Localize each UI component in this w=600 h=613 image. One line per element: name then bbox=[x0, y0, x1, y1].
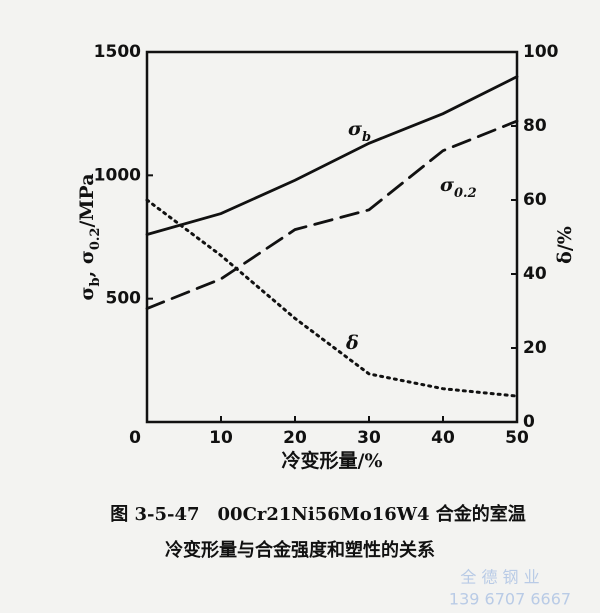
y-tick-label: 1500 bbox=[94, 42, 141, 62]
caption-line: 图 3-5-47 00Cr21Ni56Mo16W4 合金的室温 bbox=[110, 503, 526, 525]
series-label-part: δ bbox=[345, 332, 359, 354]
y2-tick-label: 100 bbox=[523, 42, 559, 62]
series-label-part: σ bbox=[440, 174, 455, 196]
y2-tick-label: 0 bbox=[523, 412, 535, 432]
caption-line: 冷变形量与合金强度和塑性的关系 bbox=[165, 539, 435, 561]
y-axis-label: σb, σ0.2/MPa bbox=[76, 173, 103, 300]
series-line bbox=[145, 119, 519, 310]
y-tick-label: 1000 bbox=[94, 165, 141, 185]
x-tick-label: 40 bbox=[431, 428, 455, 448]
y-axis-label-part: 0.2 bbox=[88, 228, 103, 251]
x-axis-label: 冷变形量/% bbox=[282, 449, 383, 472]
series-label: σb bbox=[348, 118, 371, 145]
y-axis-label-part: /MPa bbox=[76, 173, 98, 227]
x-tick-label: 0 bbox=[129, 428, 141, 448]
series-label-part: σ bbox=[348, 118, 363, 140]
y-axis-label-part: σ bbox=[76, 287, 98, 301]
y2-axis-label: δ/% bbox=[554, 226, 576, 264]
y-tick-label: 500 bbox=[106, 289, 142, 309]
y-axis-label-part: b bbox=[88, 277, 103, 286]
series-line bbox=[145, 198, 519, 398]
y2-tick-label: 40 bbox=[523, 264, 547, 284]
series-line bbox=[145, 75, 519, 236]
series-label: δ bbox=[345, 332, 359, 354]
x-tick-label: 50 bbox=[505, 428, 529, 448]
y2-tick-label: 60 bbox=[523, 190, 547, 210]
series-label-part: 0.2 bbox=[454, 186, 477, 201]
watermark: 全 德 钢 业 bbox=[460, 568, 539, 587]
series-label-part: b bbox=[362, 130, 371, 145]
x-tick-label: 30 bbox=[357, 428, 381, 448]
x-tick-label: 10 bbox=[209, 428, 233, 448]
watermark: 139 6707 6667 bbox=[449, 590, 571, 609]
y2-axis-label-part: δ/% bbox=[554, 226, 576, 264]
x-tick-label: 20 bbox=[283, 428, 307, 448]
plot-frame bbox=[145, 50, 519, 424]
series-label: σ0.2 bbox=[440, 174, 477, 201]
y2-tick-label: 20 bbox=[523, 338, 547, 358]
y-axis-label-part: , σ bbox=[76, 250, 98, 277]
y2-tick-label: 80 bbox=[523, 116, 547, 136]
